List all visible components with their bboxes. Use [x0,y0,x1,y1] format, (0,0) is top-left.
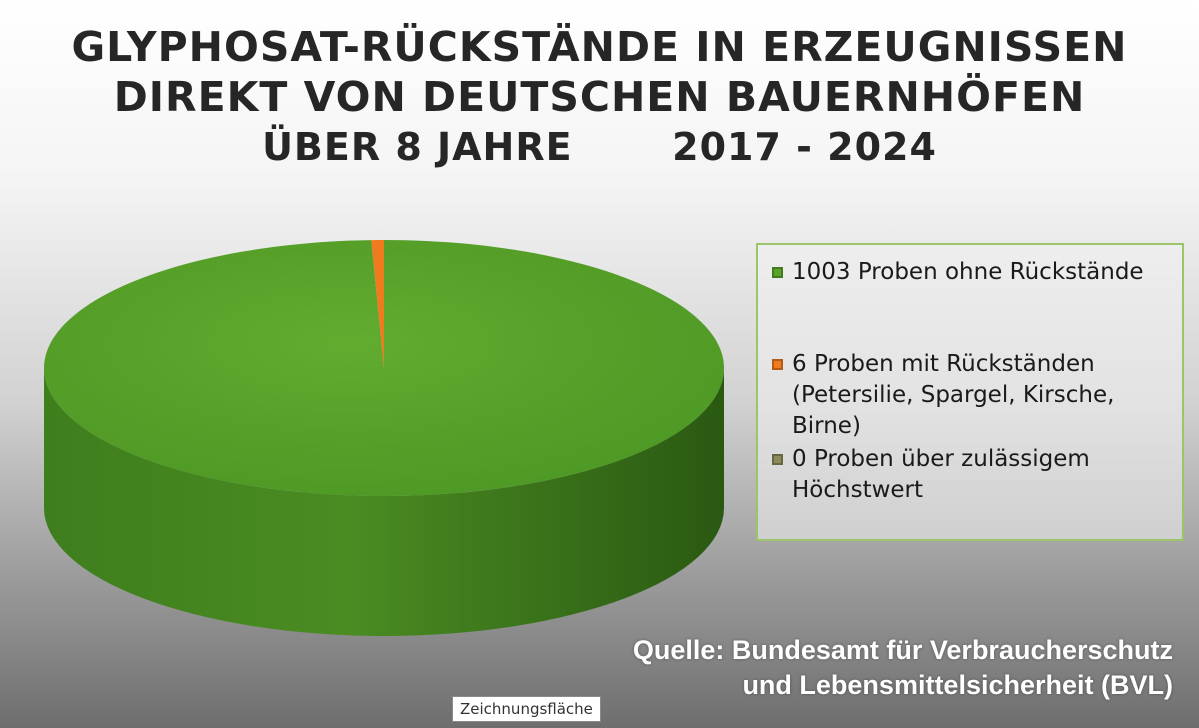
plot-area-tooltip: Zeichnungsfläche [452,696,601,722]
legend-label: 6 Proben mit Rückständen (Petersilie, Sp… [792,351,1115,439]
source-note: Quelle: Bundesamt für Verbraucherschutz … [633,633,1173,703]
legend-label: 0 Proben über zulässigem Höchstwert [792,446,1090,503]
pie-slice-no-residues[interactable] [43,240,724,496]
pie-slice-with-residues[interactable] [371,240,384,368]
legend-marker-olive [772,454,783,465]
legend-item-above-limit: 0 Proben über zulässigem Höchstwert [766,444,1176,506]
legend-item-with-residues: 6 Proben mit Rückständen (Petersilie, Sp… [766,349,1176,442]
chart-title: GLYPHOSAT-RÜCKSTÄNDE IN ERZEUGNISSEN DIR… [0,22,1199,172]
legend-label: 1003 Proben ohne Rückstände [792,259,1144,285]
chart-title-line-3: ÜBER 8 JAHRE 2017 - 2024 [262,125,937,169]
legend-marker-orange [772,359,783,370]
chart-title-line-2: DIREKT VON DEUTSCHEN BAUERNHÖFEN [113,73,1086,121]
source-line-1: Quelle: Bundesamt für Verbraucherschutz [632,635,1173,665]
source-line-2: und Lebensmittelsicherheit (BVL) [742,670,1173,700]
legend-marker-green [772,267,783,278]
legend[interactable]: 1003 Proben ohne Rückstände 6 Proben mit… [756,243,1184,541]
pie-slices [43,240,724,496]
chart-title-line-1: GLYPHOSAT-RÜCKSTÄNDE IN ERZEUGNISSEN [71,23,1128,71]
legend-item-no-residues: 1003 Proben ohne Rückstände [766,257,1176,288]
pie-side-wall [44,368,724,636]
pie-side-surface [44,368,724,636]
